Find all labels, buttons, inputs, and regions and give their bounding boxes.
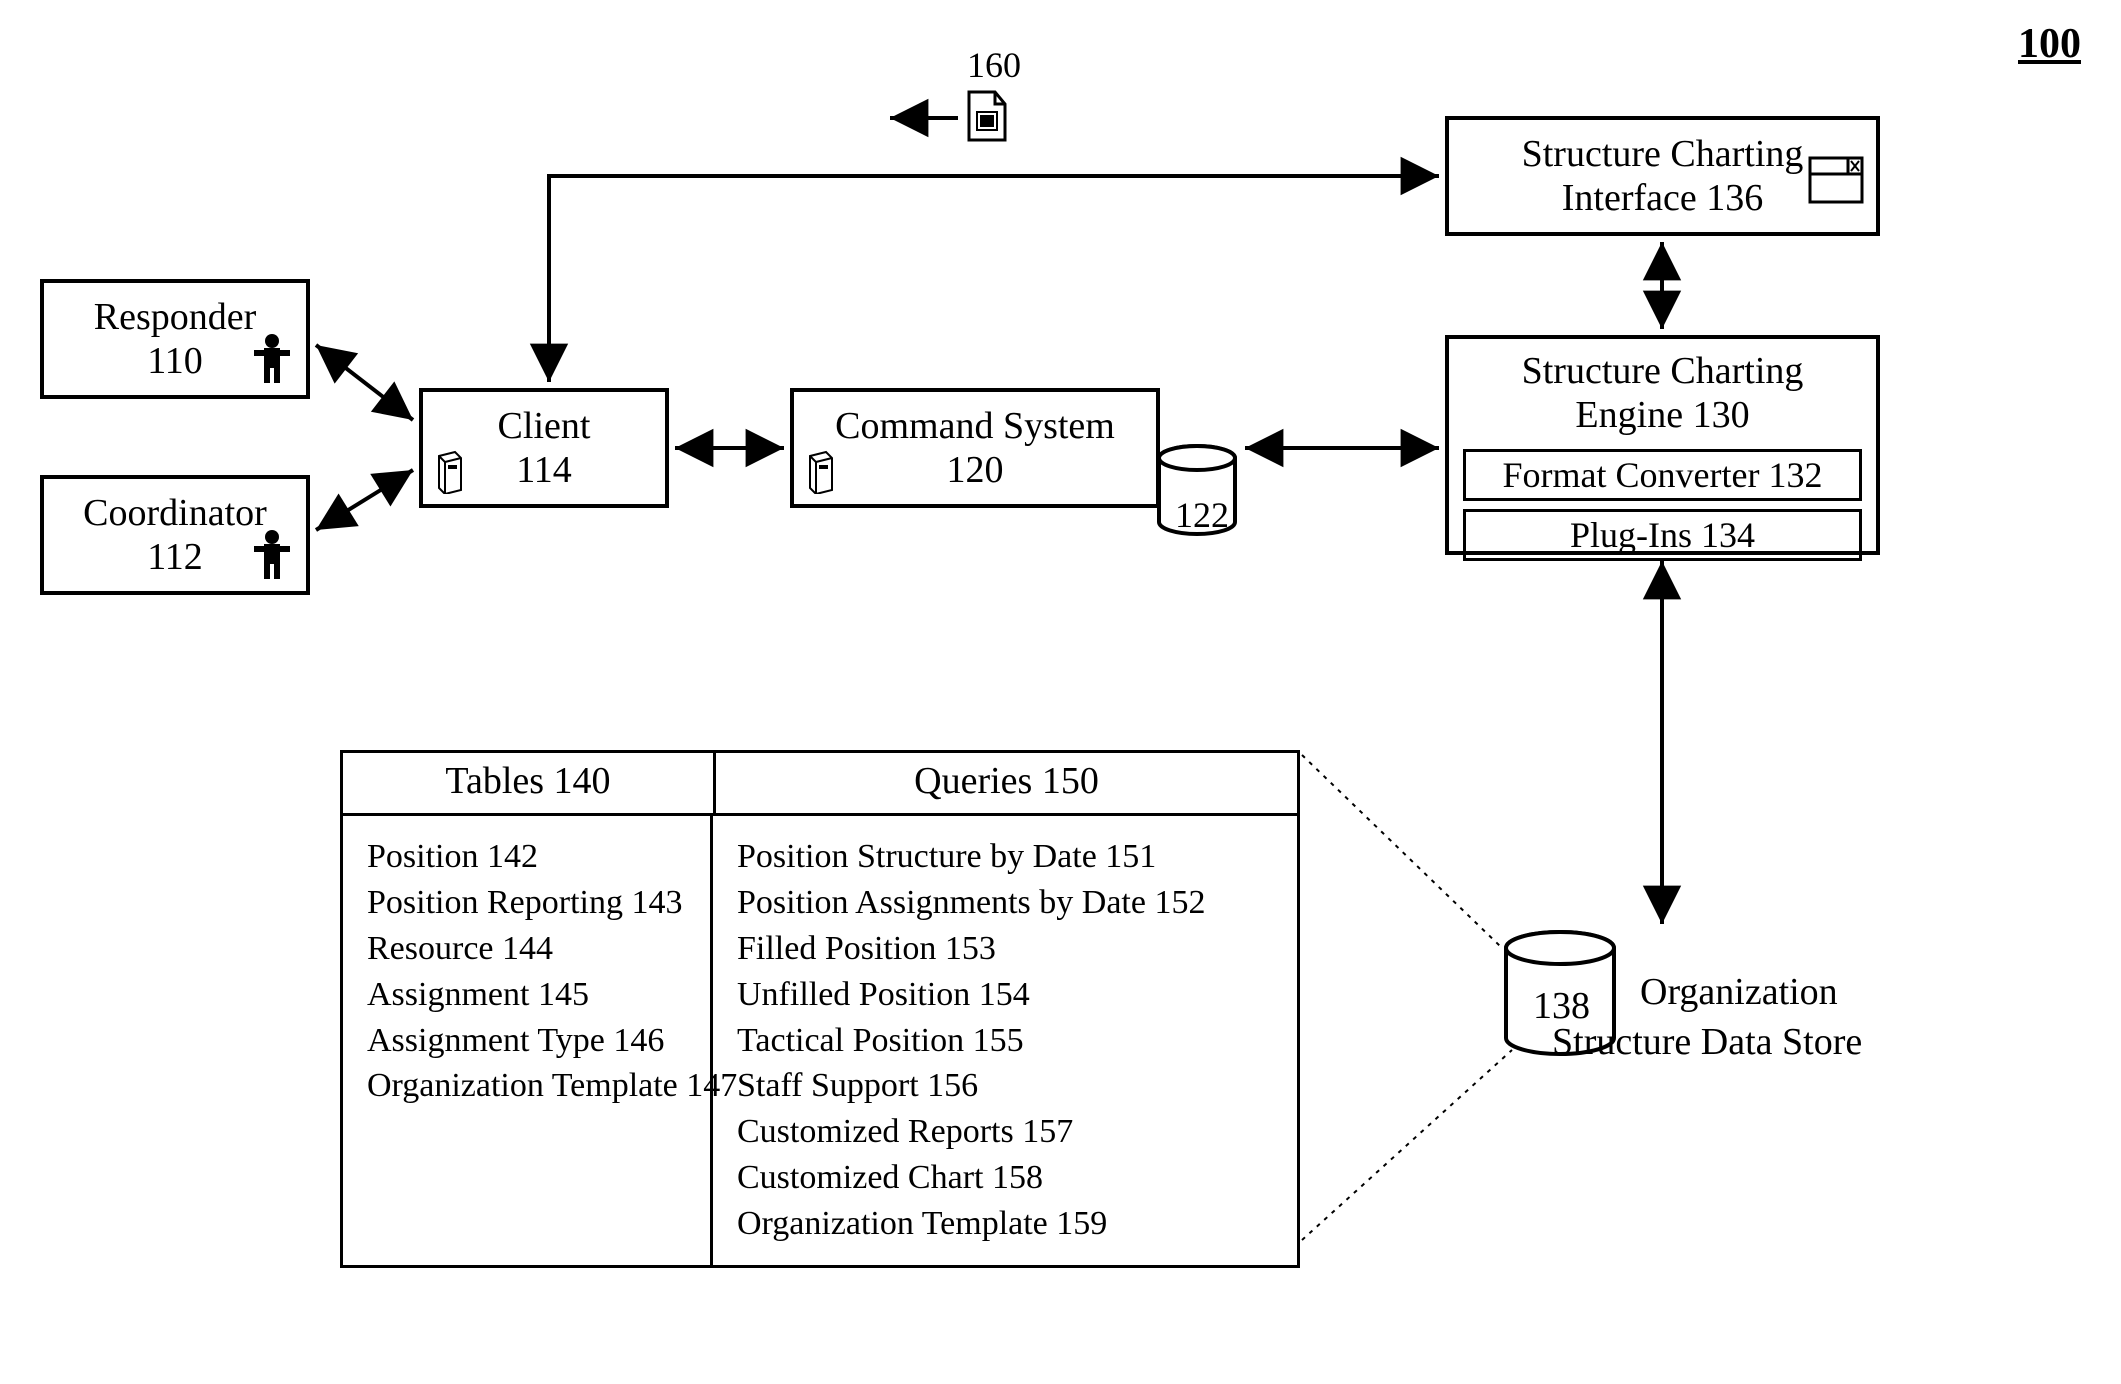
- table-row: Organization Template 159: [737, 1201, 1277, 1247]
- client-ref: 114: [516, 449, 572, 491]
- engine-title: Structure Charting: [1449, 349, 1876, 393]
- responder-ref: 110: [94, 339, 257, 383]
- node-coordinator: Coordinator 112: [40, 475, 310, 595]
- tables-header: Tables 140: [343, 753, 716, 813]
- table-row: Assignment Type 146: [367, 1018, 690, 1064]
- node-client: Client 114: [419, 388, 669, 508]
- node-charting-engine: Structure Charting Engine 130 Format Con…: [1445, 335, 1880, 555]
- node-command-system: Command System 120: [790, 388, 1160, 508]
- db122-ref: 122: [1175, 494, 1229, 536]
- table-row: Customized Reports 157: [737, 1109, 1277, 1155]
- server-icon: [806, 450, 836, 494]
- table-row: Filled Position 153: [737, 926, 1277, 972]
- queries-column: Position Structure by Date 151Position A…: [713, 816, 1297, 1265]
- figure-number: 100: [2018, 20, 2081, 68]
- table-row: Unfilled Position 154: [737, 972, 1277, 1018]
- coordinator-title: Coordinator: [83, 491, 267, 535]
- coordinator-ref: 112: [83, 535, 267, 579]
- format-converter-box: Format Converter 132: [1463, 449, 1862, 501]
- responder-title: Responder: [94, 295, 257, 339]
- table-row: Assignment 145: [367, 972, 690, 1018]
- table-row: Position 142: [367, 834, 690, 880]
- node-charting-interface: Structure Charting Interface 136: [1445, 116, 1880, 236]
- interface-ref: 136: [1706, 177, 1763, 219]
- interface-subtitle: Interface: [1562, 177, 1697, 219]
- person-icon: [252, 529, 292, 581]
- server-icon: [435, 450, 465, 494]
- command-ref: 120: [946, 449, 1003, 491]
- table-row: Position Structure by Date 151: [737, 834, 1277, 880]
- doc-icon-label: 160: [967, 44, 1021, 86]
- tables-column: Position 142Position Reporting 143Resour…: [343, 816, 713, 1265]
- node-responder: Responder 110: [40, 279, 310, 399]
- window-icon: [1808, 156, 1864, 204]
- datastore-label-top: Organization: [1640, 970, 1838, 1014]
- plugins-box: Plug-Ins 134: [1463, 509, 1862, 561]
- table-row: Position Reporting 143: [367, 880, 690, 926]
- table-row: Resource 144: [367, 926, 690, 972]
- engine-subtitle: Engine: [1575, 394, 1683, 436]
- table-row: Organization Template 147: [367, 1063, 690, 1109]
- table-row: Position Assignments by Date 152: [737, 880, 1277, 926]
- datastore-label-bottom: Structure Data Store: [1552, 1020, 1862, 1064]
- command-title: Command System: [835, 405, 1115, 447]
- engine-ref: 130: [1693, 394, 1750, 436]
- diagram-stage: 100 Responder 110 Coordinator 112: [0, 0, 2121, 1384]
- table-row: Tactical Position 155: [737, 1018, 1277, 1064]
- document-icon: [965, 90, 1009, 144]
- person-icon: [252, 333, 292, 385]
- table-row: Staff Support 156: [737, 1063, 1277, 1109]
- interface-title: Structure Charting: [1522, 132, 1804, 176]
- table-row: Customized Chart 158: [737, 1155, 1277, 1201]
- client-title: Client: [498, 405, 591, 447]
- queries-header: Queries 150: [716, 753, 1297, 813]
- tables-queries-panel: Tables 140 Queries 150 Position 142Posit…: [340, 750, 1300, 1268]
